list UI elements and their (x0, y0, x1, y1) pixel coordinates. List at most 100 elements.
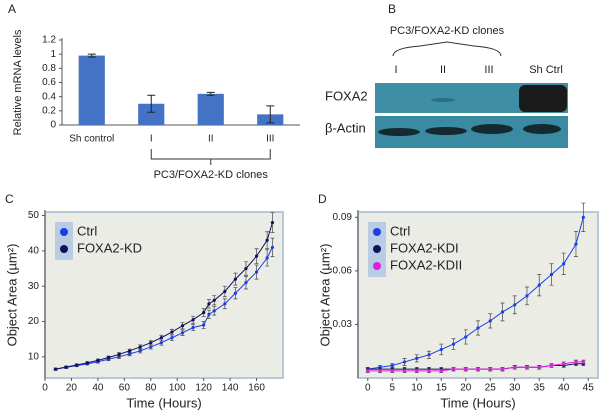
legend-marker (373, 262, 381, 270)
point (415, 369, 419, 373)
point (464, 367, 468, 371)
point (464, 335, 468, 339)
point (170, 330, 174, 334)
point (451, 342, 456, 346)
x-tick-label: I (150, 134, 153, 145)
point (549, 363, 554, 368)
point (549, 272, 554, 277)
band (425, 127, 467, 135)
point (574, 242, 578, 246)
point (180, 324, 185, 328)
point (180, 331, 185, 335)
point (149, 345, 153, 349)
blot-title: PC3/FOXA2-KD clones (390, 25, 505, 37)
y-tick-label: 0.8 (42, 63, 56, 74)
point (138, 345, 142, 349)
y-tick-label: 0.03 (333, 319, 353, 330)
legend-label: FOXA2-KDI (390, 240, 459, 255)
point (254, 270, 259, 274)
point (128, 352, 132, 356)
lane-label: III (484, 64, 493, 76)
x-tick-label: 15 (436, 383, 448, 394)
band (471, 124, 513, 134)
legend-label: Ctrl (77, 223, 97, 238)
point (427, 353, 431, 357)
band (519, 85, 567, 112)
point (244, 281, 248, 285)
point (191, 325, 195, 330)
point (128, 349, 132, 353)
x-tick-label: 10 (411, 383, 423, 394)
point (513, 303, 517, 307)
point (117, 352, 121, 356)
point (223, 289, 227, 294)
point (427, 369, 431, 373)
point (265, 256, 269, 260)
x-tick-label: 80 (145, 383, 157, 394)
x-tick-label: 20 (460, 383, 472, 394)
point (366, 369, 370, 373)
x-axis-label: Time (Hours) (126, 395, 201, 410)
point (212, 309, 216, 313)
annotation: PC3/FOXA2-KD clones (154, 169, 269, 181)
point (207, 312, 211, 317)
x-tick-label: 0 (365, 383, 371, 394)
x-tick-label: Sh control (69, 134, 114, 145)
x-tick-label: 40 (92, 383, 104, 394)
legend-label: Ctrl (390, 223, 410, 238)
point (439, 347, 443, 352)
point (439, 369, 443, 373)
point (390, 369, 394, 373)
point (138, 349, 142, 353)
y-tick-label: 30 (28, 281, 40, 292)
point (106, 355, 111, 360)
point (254, 254, 259, 258)
bracket (150, 149, 271, 165)
bar (197, 93, 224, 125)
x-tick-label: III (266, 134, 274, 145)
lane-label: II (440, 64, 446, 76)
point (202, 323, 206, 327)
panel-label: C (5, 192, 14, 206)
point (488, 367, 492, 371)
y-tick-label: 20 (28, 316, 40, 327)
y-axis-label: Object Area (µm²) (317, 244, 332, 347)
error-bar (87, 53, 96, 58)
legend-marker (373, 228, 381, 236)
panel-label: B (388, 2, 396, 16)
point (562, 262, 566, 266)
point (191, 318, 195, 322)
point (149, 341, 153, 345)
point (85, 361, 89, 365)
point (202, 311, 206, 315)
legend-label: FOXA2-KD (77, 240, 142, 255)
point (476, 326, 480, 330)
x-tick-label: 140 (222, 383, 239, 394)
error-bar (147, 94, 156, 113)
x-tick-label: 0 (42, 383, 48, 394)
point (223, 302, 227, 306)
x-tick-label: 120 (195, 383, 212, 394)
point (270, 245, 275, 249)
point (451, 367, 456, 371)
point (415, 356, 419, 360)
point (562, 362, 566, 366)
y-tick-label: 0 (50, 120, 56, 131)
y-tick-label: 0.4 (42, 91, 56, 102)
band (431, 98, 455, 102)
x-tick-label: 100 (169, 383, 186, 394)
point (53, 367, 58, 371)
point (574, 360, 578, 364)
point (402, 360, 407, 364)
point (159, 336, 163, 340)
error-bar (266, 105, 275, 124)
y-tick-label: 1 (50, 49, 56, 60)
band (523, 124, 561, 134)
point (581, 215, 585, 219)
x-tick-label: 40 (558, 383, 570, 394)
x-tick-label: 160 (248, 383, 265, 394)
legend-box (55, 222, 73, 260)
row-label: FOXA2 (325, 88, 368, 103)
y-tick-label: 0.6 (42, 77, 56, 88)
